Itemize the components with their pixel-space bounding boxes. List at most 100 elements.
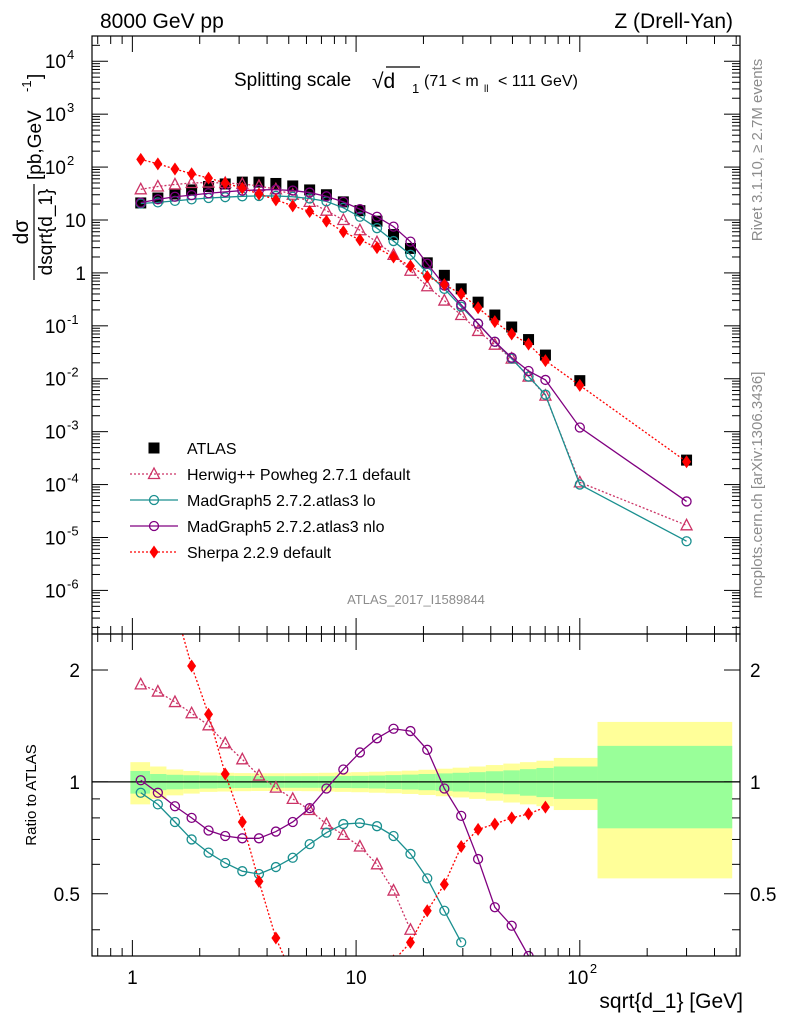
ratio-point-madgraph5-2-7-2-atlas3-lo xyxy=(152,799,164,810)
main-y-tick-label: 10 xyxy=(45,370,66,391)
ratio-point-madgraph5-2-7-2-atlas3-lo xyxy=(304,838,315,850)
main-point-madgraph5-2-7-2-atlas3-nlo xyxy=(304,187,315,198)
main-point-madgraph5-2-7-2-atlas3-nlo xyxy=(574,422,585,433)
ratio-axis-ticks: 0.5 0.51 12 21 10 10 2 xyxy=(54,634,776,989)
main-point-madgraph5-2-7-2-atlas3-lo xyxy=(304,193,315,204)
ratio-line-herwig-powheg-2-7-1-default xyxy=(140,683,412,931)
ratio-point-herwig-powheg-2-7-1-default xyxy=(151,684,165,697)
ratio-point-herwig-powheg-2-7-1-default xyxy=(370,856,384,870)
x-tick-label: 1 xyxy=(127,968,138,989)
main-y-tick-exponent: -6 xyxy=(67,576,79,591)
ratio-point-madgraph5-2-7-2-atlas3-lo xyxy=(287,852,298,863)
main-point-madgraph5-2-7-2-atlas3-nlo xyxy=(523,365,534,377)
legend-marker-atlas xyxy=(148,442,160,454)
main-y-tick-exponent: 3 xyxy=(67,100,74,115)
main-point-madgraph5-2-7-2-atlas3-nlo xyxy=(489,336,500,347)
main-point-sherpa-2-2-9-default xyxy=(321,214,331,228)
ratio-plot-frame xyxy=(91,633,741,957)
y-label-unit-sup: -1 xyxy=(19,80,34,92)
main-point-herwig-powheg-2-7-1-default xyxy=(151,179,165,192)
legend-marker-madgraph5-2-7-2-atlas3-nlo xyxy=(148,520,160,532)
ratio-point-madgraph5-2-7-2-atlas3-nlo xyxy=(523,950,534,956)
main-y-tick-exponent: -3 xyxy=(67,418,79,433)
main-point-atlas xyxy=(320,189,332,201)
ratio-point-madgraph5-2-7-2-atlas3-nlo xyxy=(253,833,265,844)
ratio-point-madgraph5-2-7-2-atlas3-lo xyxy=(186,834,197,845)
ratio-point-madgraph5-2-7-2-atlas3-lo xyxy=(203,847,214,858)
legend-label-atlas: ATLAS xyxy=(187,441,237,458)
ratio-point-madgraph5-2-7-2-atlas3-nlo xyxy=(354,747,366,758)
ratio-point-madgraph5-2-7-2-atlas3-lo xyxy=(321,827,332,838)
ratio-point-madgraph5-2-7-2-atlas3-nlo xyxy=(304,802,315,814)
main-y-tick-label: 10 xyxy=(45,317,66,338)
ratio-y-tick-label-right: 2 xyxy=(750,661,761,682)
main-point-atlas xyxy=(489,309,501,321)
main-point-sherpa-2-2-9-default xyxy=(372,241,382,255)
main-point-herwig-powheg-2-7-1-default xyxy=(134,181,148,195)
ratio-y-tick-label-left: 1 xyxy=(69,773,80,794)
legend: ATLAS Herwig++ Powheg 2.7.1 default MadGra… xyxy=(130,441,411,562)
ratio-point-madgraph5-2-7-2-atlas3-lo xyxy=(371,821,383,832)
ratio-point-madgraph5-2-7-2-atlas3-nlo xyxy=(287,816,298,828)
main-point-herwig-powheg-2-7-1-default xyxy=(538,388,553,401)
title-subscript: 1 xyxy=(412,81,419,96)
ratio-point-madgraph5-2-7-2-atlas3-nlo xyxy=(338,764,349,775)
main-point-sherpa-2-2-9-default xyxy=(540,354,550,368)
legend-marker-herwig-powheg-2-7-1-default xyxy=(147,466,161,480)
ratio-point-sherpa-2-2-9-default xyxy=(456,840,466,854)
y-label-unit: [pb,GeV xyxy=(25,110,46,180)
ratio-point-madgraph5-2-7-2-atlas3-nlo xyxy=(135,775,146,786)
ratio-point-herwig-powheg-2-7-1-default xyxy=(168,694,182,708)
mcplots-credit-label: mcplots.cern.ch [arXiv:1306.3436] xyxy=(749,372,766,599)
main-point-madgraph5-2-7-2-atlas3-lo xyxy=(338,202,349,213)
legend-label-madgraph5-2-7-2-atlas3-lo: MadGraph5 2.7.2.atlas3 lo xyxy=(187,493,376,510)
x-tick-exponent: 2 xyxy=(590,961,597,976)
ratio-point-sherpa-2-2-9-default xyxy=(405,935,415,949)
ratio-point-sherpa-2-2-9-default xyxy=(220,767,230,781)
main-point-sherpa-2-2-9-default xyxy=(524,337,534,351)
main-point-madgraph5-2-7-2-atlas3-nlo xyxy=(338,196,349,208)
main-point-madgraph5-2-7-2-atlas3-lo xyxy=(523,371,534,382)
ratio-point-madgraph5-2-7-2-atlas3-nlo xyxy=(388,723,399,734)
main-y-tick-label: 10 xyxy=(45,476,66,497)
main-point-sherpa-2-2-9-default xyxy=(456,287,466,301)
main-point-madgraph5-2-7-2-atlas3-nlo xyxy=(506,352,517,363)
ratio-point-sherpa-2-2-9-default xyxy=(254,874,264,888)
process-label: Z (Drell-Yan) xyxy=(614,10,733,33)
legend-label-herwig-powheg-2-7-1-default: Herwig++ Powheg 2.7.1 default xyxy=(187,467,411,484)
main-point-madgraph5-2-7-2-atlas3-nlo xyxy=(422,258,433,269)
main-point-atlas xyxy=(253,176,265,188)
ratio-point-herwig-powheg-2-7-1-default xyxy=(235,751,249,765)
ratio-point-madgraph5-2-7-2-atlas3-nlo xyxy=(220,830,231,842)
ratio-point-madgraph5-2-7-2-atlas3-nlo xyxy=(472,853,484,865)
main-point-madgraph5-2-7-2-atlas3-lo xyxy=(388,235,399,247)
ratio-point-madgraph5-2-7-2-atlas3-nlo xyxy=(489,902,500,913)
rivet-version-label: Rivet 3.1.10, ≥ 2.7M events xyxy=(749,59,766,242)
ratio-y-tick-label-left: 2 xyxy=(69,661,80,682)
main-y-tick-label: 10 xyxy=(45,581,66,602)
ratio-point-madgraph5-2-7-2-atlas3-nlo xyxy=(456,810,467,822)
main-point-madgraph5-2-7-2-atlas3-nlo xyxy=(405,236,416,247)
ratio-point-sherpa-2-2-9-default xyxy=(271,931,281,945)
title-text: Splitting scale xyxy=(234,70,351,91)
ratio-point-madgraph5-2-7-2-atlas3-nlo xyxy=(506,920,517,931)
main-point-sherpa-2-2-9-default xyxy=(237,181,247,195)
main-point-madgraph5-2-7-2-atlas3-nlo xyxy=(540,374,551,386)
main-point-madgraph5-2-7-2-atlas3-lo xyxy=(405,249,416,260)
ratio-point-madgraph5-2-7-2-atlas3-lo xyxy=(237,866,248,877)
ratio-point-madgraph5-2-7-2-atlas3-nlo xyxy=(186,812,197,824)
main-point-sherpa-2-2-9-default xyxy=(575,378,585,392)
legend-marker-sherpa-2-2-9-default xyxy=(149,545,159,559)
main-point-herwig-powheg-2-7-1-default xyxy=(185,175,199,189)
ratio-band-stat xyxy=(553,766,598,799)
ratio-point-herwig-powheg-2-7-1-default xyxy=(336,827,350,841)
ratio-point-madgraph5-2-7-2-atlas3-lo xyxy=(405,848,416,860)
main-point-sherpa-2-2-9-default xyxy=(204,171,214,185)
main-point-herwig-powheg-2-7-1-default xyxy=(454,307,468,321)
main-point-herwig-powheg-2-7-1-default xyxy=(471,323,485,337)
title-condition: (71 < m xyxy=(424,73,479,90)
ratio-point-sherpa-2-2-9-default xyxy=(540,800,550,814)
ratio-point-herwig-powheg-2-7-1-default xyxy=(353,839,367,852)
ratio-point-herwig-powheg-2-7-1-default xyxy=(386,883,401,896)
ratio-point-sherpa-2-2-9-default xyxy=(524,807,534,821)
